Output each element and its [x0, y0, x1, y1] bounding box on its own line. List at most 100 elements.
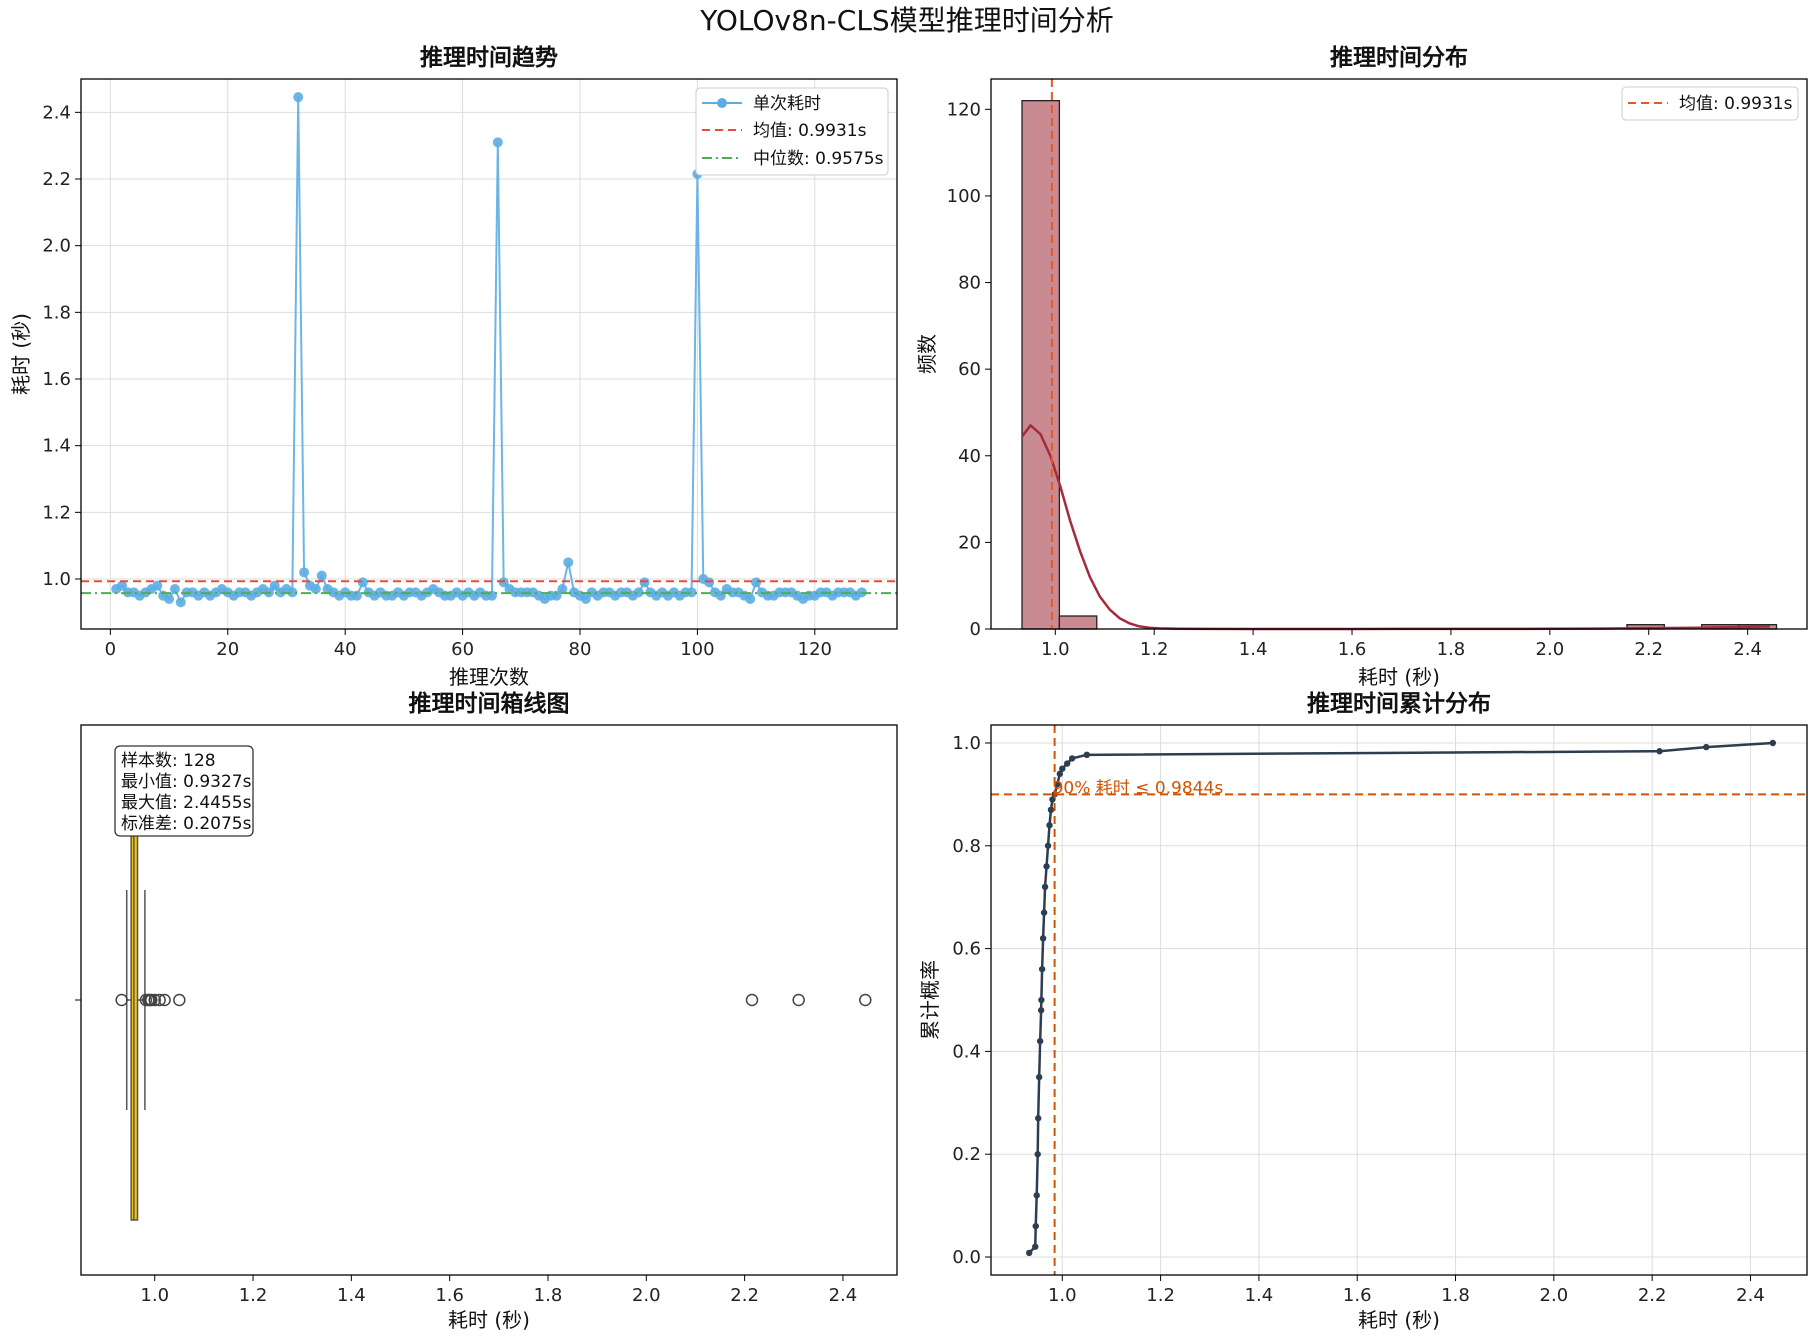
hist-xtick-label: 1.4 — [1239, 639, 1268, 660]
trend-ylabel: 耗时 (秒) — [9, 313, 33, 395]
cdf-point — [1069, 755, 1075, 761]
box-stats: 样本数: 128 最小值: 0.9327s 最大值: 2.4455s 标准差: … — [115, 746, 253, 836]
cdf-reference-label: 90% 耗时 ≤ 0.9844s — [1053, 778, 1224, 798]
box-panel: 推理时间箱线图 1.0 1.2 1.4 1.6 1.8 2.0 2.2 2.4 耗时 (秒) … — [75, 690, 897, 1332]
hist-xtick-label: 2.4 — [1733, 639, 1762, 660]
hist-title: 推理时间分布 — [1330, 44, 1468, 71]
hist-xtick-label: 1.6 — [1338, 639, 1367, 660]
trend-ytick-label: 2.4 — [42, 102, 71, 123]
trend-point — [563, 557, 573, 567]
hist-bar — [1059, 616, 1096, 629]
box-outlier — [793, 995, 804, 1006]
box-title: 推理时间箱线图 — [409, 690, 570, 717]
cdf-point — [1041, 909, 1047, 915]
cdf-title: 推理时间累计分布 — [1307, 690, 1491, 717]
cdf-point — [1046, 822, 1052, 828]
hist-panel: 推理时间分布 1.0 1.2 1.4 1.6 1.8 2.0 2.2 2.4 0 20 40 60 80… — [915, 44, 1807, 689]
hist-kde-curve — [1022, 425, 1770, 628]
hist-xtick-label: 1.0 — [1041, 639, 1070, 660]
trend-ytick-label: 2.0 — [42, 236, 71, 257]
hist-ylabel: 频数 — [915, 334, 939, 374]
trend-xtick-label: 20 — [216, 639, 239, 660]
cdf-point — [1040, 935, 1046, 941]
trend-ytick-label: 1.8 — [42, 302, 71, 323]
hist-xtick-label: 1.2 — [1140, 639, 1169, 660]
hist-xtick-label: 2.0 — [1536, 639, 1565, 660]
cdf-point — [1656, 748, 1662, 754]
trend-xlabel: 推理次数 — [449, 665, 529, 689]
trend-point — [493, 137, 503, 147]
cdf-marks — [991, 725, 1807, 1275]
trend-point — [358, 577, 368, 587]
hist-frame — [991, 79, 1807, 629]
cdf-point — [1035, 1115, 1041, 1121]
cdf-ytick-label: 0.6 — [952, 939, 981, 960]
trend-point — [176, 597, 186, 607]
cdf-ylabel: 累计概率 — [918, 960, 942, 1040]
trend-panel: 推理时间趋势 0 20 40 60 80 100 120 1.0 1.2 1.4 1.6 1.8 2.0… — [9, 45, 897, 689]
legend-hist-mean-label: 均值: 0.9931s — [1679, 94, 1793, 114]
trend-xtick-label: 120 — [798, 639, 832, 660]
cdf-point — [1059, 765, 1065, 771]
figure-title: YOLOv8n-CLS模型推理时间分析 — [699, 4, 1113, 37]
cdf-point — [1042, 884, 1048, 890]
hist-ytick-label: 120 — [947, 99, 981, 120]
cdf-point — [1034, 1151, 1040, 1157]
legend-median-label: 中位数: 0.9575s — [753, 149, 884, 169]
cdf-xtick-label: 1.8 — [1441, 1285, 1470, 1306]
cdf-ytick-label: 1.0 — [952, 733, 981, 754]
box-xlabel: 耗时 (秒) — [448, 1308, 530, 1332]
cdf-frame — [991, 725, 1807, 1275]
trend-point — [170, 584, 180, 594]
stats-min: 最小值: 0.9327s — [121, 772, 252, 792]
trend-point — [317, 571, 327, 581]
trend-ytick-label: 1.4 — [42, 436, 71, 457]
box-outlier — [116, 995, 127, 1006]
stats-std: 标准差: 0.2075s — [121, 814, 252, 834]
box-xtick-label: 1.2 — [239, 1285, 268, 1306]
cdf-series-line — [1029, 743, 1773, 1253]
cdf-point — [1064, 760, 1070, 766]
trend-point — [640, 577, 650, 587]
trend-ytick-label: 1.6 — [42, 369, 71, 390]
cdf-point — [1048, 807, 1054, 813]
cdf-point — [1026, 1250, 1032, 1256]
cdf-ytick-label: 0.2 — [952, 1144, 981, 1165]
cdf-point — [1038, 997, 1044, 1003]
box-ticks: 1.0 1.2 1.4 1.6 1.8 2.0 2.2 2.4 — [75, 1000, 857, 1306]
box-outlier — [860, 995, 871, 1006]
cdf-ytick-label: 0.8 — [952, 836, 981, 857]
cdf-point — [1038, 1007, 1044, 1013]
trend-point — [745, 594, 755, 604]
trend-xtick-label: 40 — [334, 639, 357, 660]
cdf-point — [1703, 744, 1709, 750]
cdf-xtick-label: 1.4 — [1245, 1285, 1274, 1306]
cdf-point — [1032, 1244, 1038, 1250]
stats-count: 样本数: 128 — [121, 751, 216, 771]
cdf-xtick-label: 1.0 — [1048, 1285, 1077, 1306]
cdf-point — [1045, 843, 1051, 849]
box-xtick-label: 1.6 — [435, 1285, 464, 1306]
cdf-xtick-label: 2.0 — [1540, 1285, 1569, 1306]
box-xtick-label: 2.0 — [632, 1285, 661, 1306]
box-xtick-label: 1.0 — [140, 1285, 169, 1306]
hist-marks — [1022, 79, 1776, 629]
cdf-ticks: 1.0 1.2 1.4 1.6 1.8 2.0 2.2 2.4 0.0 0.2 0.4 0.6 0.8 1… — [952, 733, 1764, 1306]
hist-ytick-label: 40 — [958, 446, 981, 467]
cdf-point — [1043, 863, 1049, 869]
cdf-ytick-label: 0.0 — [952, 1247, 981, 1268]
hist-ytick-label: 100 — [947, 186, 981, 207]
hist-bar — [1022, 101, 1059, 629]
legend-mean-label: 均值: 0.9931s — [753, 121, 867, 141]
hist-xtick-label: 1.8 — [1437, 639, 1466, 660]
cdf-point — [1036, 1074, 1042, 1080]
hist-legend: 均值: 0.9931s — [1622, 87, 1798, 120]
cdf-xlabel: 耗时 (秒) — [1358, 1308, 1440, 1332]
trend-point — [704, 577, 714, 587]
cdf-xtick-label: 1.2 — [1146, 1285, 1175, 1306]
stats-max: 最大值: 2.4455s — [121, 793, 252, 813]
hist-ytick-label: 20 — [958, 532, 981, 553]
trend-point — [293, 92, 303, 102]
cdf-point — [1034, 1192, 1040, 1198]
